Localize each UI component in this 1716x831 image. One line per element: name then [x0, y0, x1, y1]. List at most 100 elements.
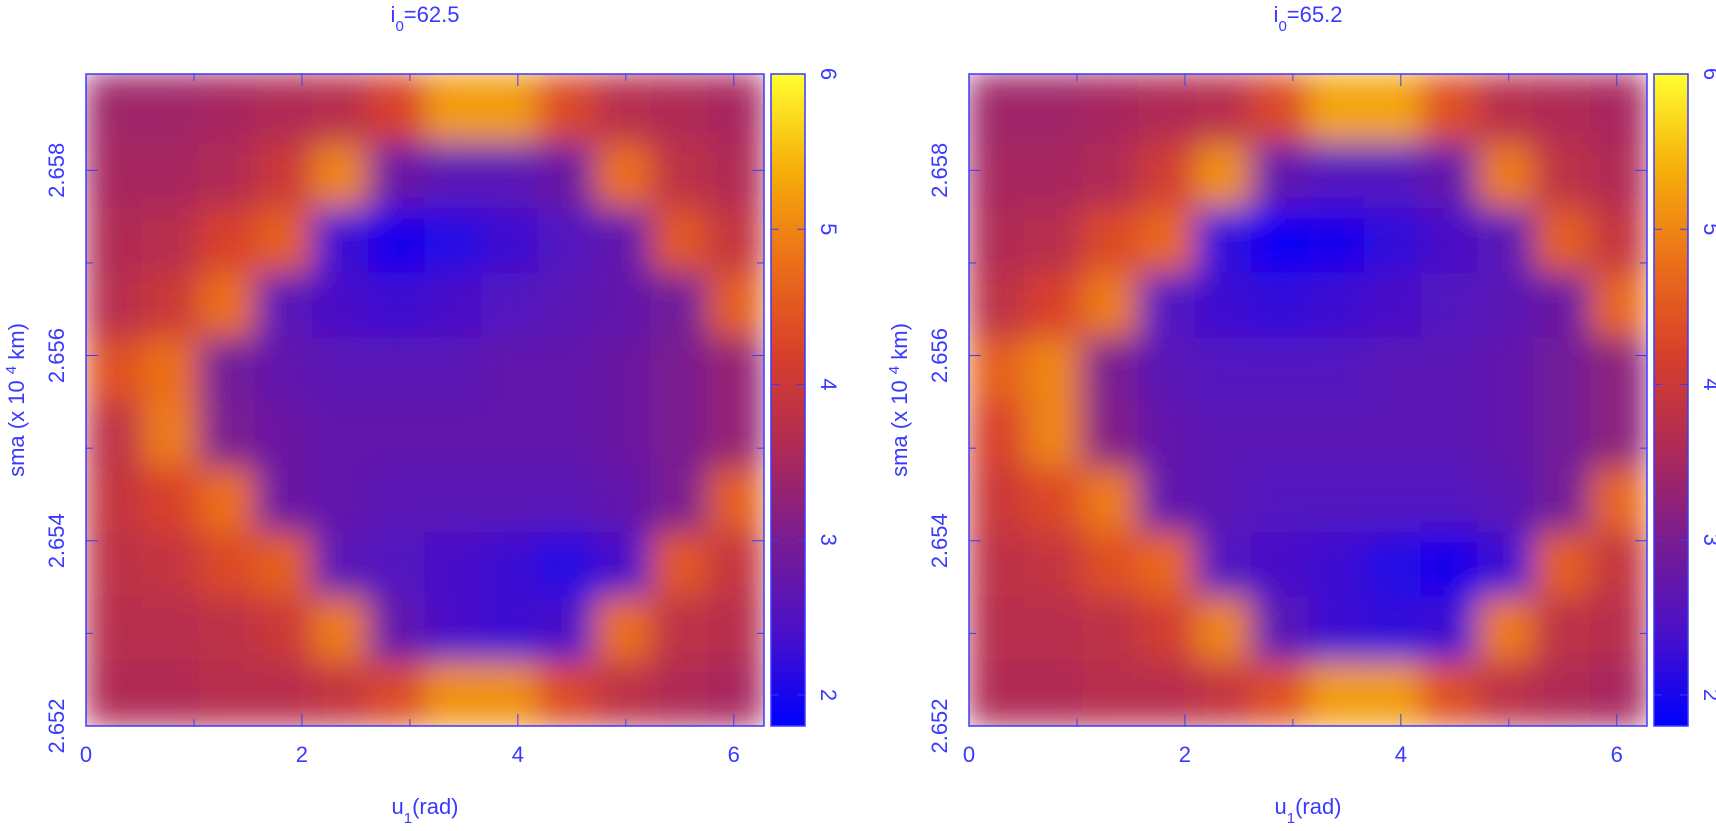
heatmap-cell: [481, 401, 539, 468]
heatmap-cell: [1420, 466, 1479, 533]
heatmap-cell: [1307, 660, 1366, 726]
heatmap-cell: [1533, 142, 1592, 208]
heatmap-cell: [594, 142, 652, 208]
heatmap-cell: [198, 74, 256, 144]
x-axis-label-sub: 1: [404, 810, 412, 827]
heatmap-cell: [481, 466, 539, 533]
heatmap-cell: [594, 271, 652, 338]
colorbar-tick-label: 6: [1699, 68, 1716, 80]
heatmap-cell: [1533, 595, 1592, 662]
heatmap-cell: [1194, 74, 1253, 144]
heatmap-cell: [1477, 336, 1535, 403]
heatmap-cell: [537, 401, 596, 468]
heatmap-cell: [537, 660, 596, 726]
heatmap-cell: [1024, 206, 1083, 273]
heatmap-cell: [481, 336, 539, 403]
heatmap-cell: [1477, 271, 1535, 338]
heatmap-cell: [1477, 531, 1535, 597]
heatmap-cell: [707, 336, 764, 403]
x-axis-label-sub: 1: [1287, 810, 1295, 827]
heatmap-cell: [707, 531, 764, 597]
heatmap-cell: [86, 74, 143, 144]
y-axis-label-base: sma (x 10: [4, 374, 29, 477]
heatmap-cell: [594, 401, 652, 468]
heatmap-cell: [255, 271, 313, 338]
heatmap-cell: [1533, 74, 1592, 144]
heatmap-cell: [311, 595, 370, 662]
heatmap-cell: [481, 74, 539, 144]
heatmap-cell: [424, 336, 483, 403]
heatmap-cell: [1307, 531, 1366, 597]
y-axis-label: sma (x 10 4 km): [3, 323, 30, 477]
heatmap-cell: [1251, 271, 1309, 338]
heatmap-cell: [1081, 206, 1139, 273]
heatmap-cell: [424, 74, 483, 144]
heatmap-cell: [1194, 142, 1253, 208]
heatmap-cell: [1533, 660, 1592, 726]
y-tick-label: 2.658: [44, 143, 69, 198]
heatmap-cell: [141, 206, 200, 273]
x-tick-label: 2: [1179, 742, 1191, 767]
heatmap-cell: [311, 271, 370, 338]
heatmap-cell: [1590, 336, 1647, 403]
heatmap-cell: [1364, 142, 1422, 208]
chart-title-tail: =62.5: [404, 2, 460, 27]
heatmap-cell: [424, 401, 483, 468]
heatmap-cell: [86, 466, 143, 533]
heatmap-cell: [255, 142, 313, 208]
heatmap-cell: [1364, 466, 1422, 533]
heatmap-cell: [1138, 595, 1196, 662]
y-tick-label: 2.658: [927, 143, 952, 198]
heatmap-cell: [1307, 271, 1366, 338]
heatmap-cell: [141, 336, 200, 403]
heatmap-cell: [255, 466, 313, 533]
x-tick-label: 6: [728, 742, 740, 767]
heatmap-cell: [1420, 595, 1479, 662]
heatmap-cell: [1477, 142, 1535, 208]
heatmap-cell: [1024, 595, 1083, 662]
heatmap-cell: [969, 660, 1026, 726]
heatmap-cell: [1024, 660, 1083, 726]
heatmap-cell: [255, 531, 313, 597]
heatmap-cell: [969, 206, 1026, 273]
heatmap-cell: [86, 206, 143, 273]
heatmap-cell: [141, 531, 200, 597]
x-axis-label: u1(rad): [1274, 794, 1341, 826]
heatmap-cell: [198, 401, 256, 468]
heatmap-cell: [1364, 271, 1422, 338]
heatmap-cell: [1138, 142, 1196, 208]
heatmap-cell: [594, 206, 652, 273]
heatmap-cell: [1307, 74, 1366, 144]
heatmap-cell: [707, 401, 764, 468]
heatmap-cell: [1364, 531, 1422, 597]
heatmap-cell: [1081, 401, 1139, 468]
heatmap-cell: [650, 271, 709, 338]
colorbar-tick-label: 3: [1699, 534, 1716, 546]
heatmap-cell: [1307, 595, 1366, 662]
heatmap-cell: [1138, 401, 1196, 468]
heatmap-cell: [1251, 660, 1309, 726]
heatmap-cell: [1138, 660, 1196, 726]
heatmap-cell: [368, 206, 426, 273]
chart-title: i0=65.2: [1274, 2, 1343, 35]
heatmap-cell: [1251, 142, 1309, 208]
heatmap-cell: [368, 531, 426, 597]
y-tick-label: 2.654: [44, 513, 69, 568]
chart-title-sub: 0: [395, 18, 403, 35]
heatmap-cell: [1420, 401, 1479, 468]
y-tick-label: 2.656: [927, 328, 952, 383]
heatmap-cell: [594, 74, 652, 144]
heatmap-cell: [537, 74, 596, 144]
heatmap-cell: [707, 74, 764, 144]
heatmap-cell: [368, 142, 426, 208]
heatmap-cell: [368, 336, 426, 403]
heatmap-cell: [969, 271, 1026, 338]
heatmap-cell: [198, 660, 256, 726]
heatmap-cell: [1024, 74, 1083, 144]
heatmap-cell: [594, 531, 652, 597]
heatmap-cell: [1081, 531, 1139, 597]
heatmap: [969, 74, 1647, 726]
colorbar-tick-label: 4: [816, 378, 841, 390]
chart-title-tail: =65.2: [1287, 2, 1343, 27]
heatmap-cell: [1590, 466, 1647, 533]
